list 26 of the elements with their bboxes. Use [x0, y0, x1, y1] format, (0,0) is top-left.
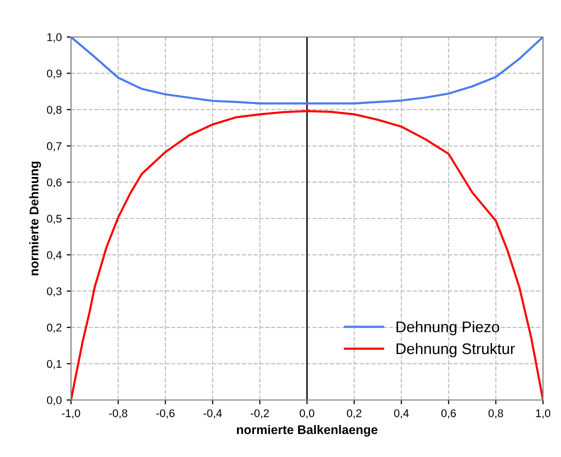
y-tick-label: 0,2: [46, 324, 62, 333]
legend-label: Dehnung Struktur: [396, 342, 515, 358]
x-tick-label: 0,8: [488, 409, 504, 418]
x-tick-label: 0,4: [394, 409, 409, 418]
y-tick-label: 0,6: [46, 178, 62, 188]
x-axis-title: normierte Balkenlaenge: [236, 424, 378, 437]
legend-label: Dehnung Piezo: [396, 321, 500, 336]
x-tick-label: -0,2: [250, 409, 269, 418]
y-tick-label: 0,9: [46, 70, 62, 79]
y-axis-title: normierte Dehnung: [29, 162, 41, 276]
y-tick-label: 0,1: [46, 360, 62, 370]
y-tick-label: 0,4: [46, 251, 62, 260]
x-tick-label: -0,4: [204, 409, 222, 418]
x-tick-label: -0,6: [156, 409, 174, 418]
y-tick-label: 0,3: [46, 287, 62, 297]
y-tick-label: 0,5: [46, 214, 62, 224]
y-tick-label: 1,0: [47, 33, 62, 42]
y-tick-label: 0,7: [46, 142, 62, 152]
y-tick-label: 0,0: [46, 396, 62, 406]
x-tick-label: 0,2: [346, 409, 362, 418]
x-tick-label: 1,0: [536, 409, 550, 418]
x-tick-label: 0,0: [300, 409, 314, 418]
y-tick-label: 0,8: [46, 106, 62, 116]
x-tick-label: -0,8: [109, 409, 128, 418]
x-tick-label: -1,0: [62, 409, 80, 418]
x-tick-label: 0,6: [441, 409, 456, 418]
